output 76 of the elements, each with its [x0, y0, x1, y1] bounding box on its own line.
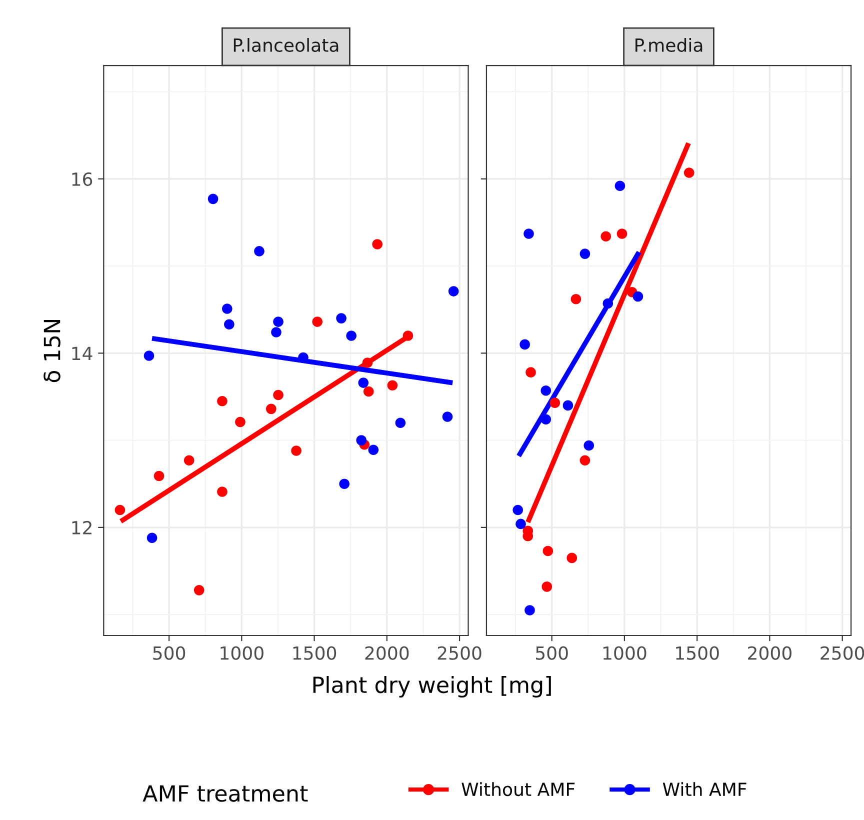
point: [684, 168, 694, 178]
point: [273, 316, 284, 327]
y-tick-label: 14: [72, 346, 92, 360]
legend-label: Without AMF: [462, 782, 575, 796]
point: [356, 435, 366, 446]
point: [154, 470, 164, 482]
point: [395, 418, 406, 428]
point: [542, 546, 554, 556]
x-tick-label: 500: [536, 646, 568, 660]
x-tick-label: 2500: [820, 646, 864, 660]
point: [442, 412, 453, 422]
point: [542, 582, 552, 592]
point: [600, 231, 612, 242]
x-tick-label: 2000: [748, 646, 792, 660]
point: [616, 228, 628, 239]
point: [520, 339, 530, 350]
point: [368, 444, 379, 456]
point: [402, 330, 414, 341]
legend-title: AMF treatment: [142, 785, 308, 802]
point: [512, 504, 523, 516]
point: [387, 380, 398, 391]
y-tick-label: 12: [72, 520, 92, 534]
x-tick-label: 1500: [293, 646, 336, 660]
point: [550, 398, 560, 408]
point: [291, 446, 302, 456]
point: [222, 304, 232, 314]
point: [632, 291, 644, 302]
chart-title: P.media: [636, 38, 702, 52]
x-tick-label: 1000: [603, 646, 646, 660]
point: [339, 478, 350, 490]
point: [184, 455, 194, 466]
point: [540, 414, 552, 425]
point: [448, 286, 459, 296]
point: [516, 518, 526, 530]
point: [273, 390, 284, 400]
point: [217, 486, 228, 497]
chart-title: P.lanceolata: [234, 38, 338, 52]
point: [114, 504, 126, 516]
point: [524, 228, 534, 239]
point: [271, 327, 282, 338]
point: [526, 367, 536, 378]
point: [254, 246, 264, 256]
point: [584, 440, 594, 451]
point: [146, 532, 158, 544]
point: [266, 404, 276, 414]
point: [224, 319, 234, 330]
point: [235, 416, 246, 428]
x-tick-label: 2500: [438, 646, 482, 660]
point: [524, 605, 535, 616]
point: [362, 358, 373, 368]
point: [580, 248, 590, 259]
point: [540, 385, 552, 396]
point: [562, 400, 574, 411]
point: [208, 194, 218, 204]
x-tick-label: 1500: [676, 646, 719, 660]
point: [144, 350, 154, 361]
x-tick-label: 2000: [365, 646, 409, 660]
point: [570, 294, 582, 304]
point: [580, 455, 590, 466]
point: [358, 378, 369, 388]
point: [346, 330, 356, 341]
x-tick-label: 500: [153, 646, 186, 660]
x-axis-title: Plant dry weight [mg]: [313, 676, 551, 698]
x-tick-label: 1000: [220, 646, 264, 660]
legend-label: With AMF: [662, 782, 746, 796]
point: [614, 180, 626, 192]
point: [602, 298, 614, 309]
point: [372, 239, 382, 250]
point: [336, 313, 346, 324]
y-axis-title: δ 15N: [44, 320, 60, 382]
y-tick-label: 16: [72, 172, 92, 186]
point: [217, 396, 228, 406]
point: [194, 585, 204, 596]
point: [312, 316, 322, 327]
point: [363, 386, 374, 397]
point: [566, 552, 578, 564]
